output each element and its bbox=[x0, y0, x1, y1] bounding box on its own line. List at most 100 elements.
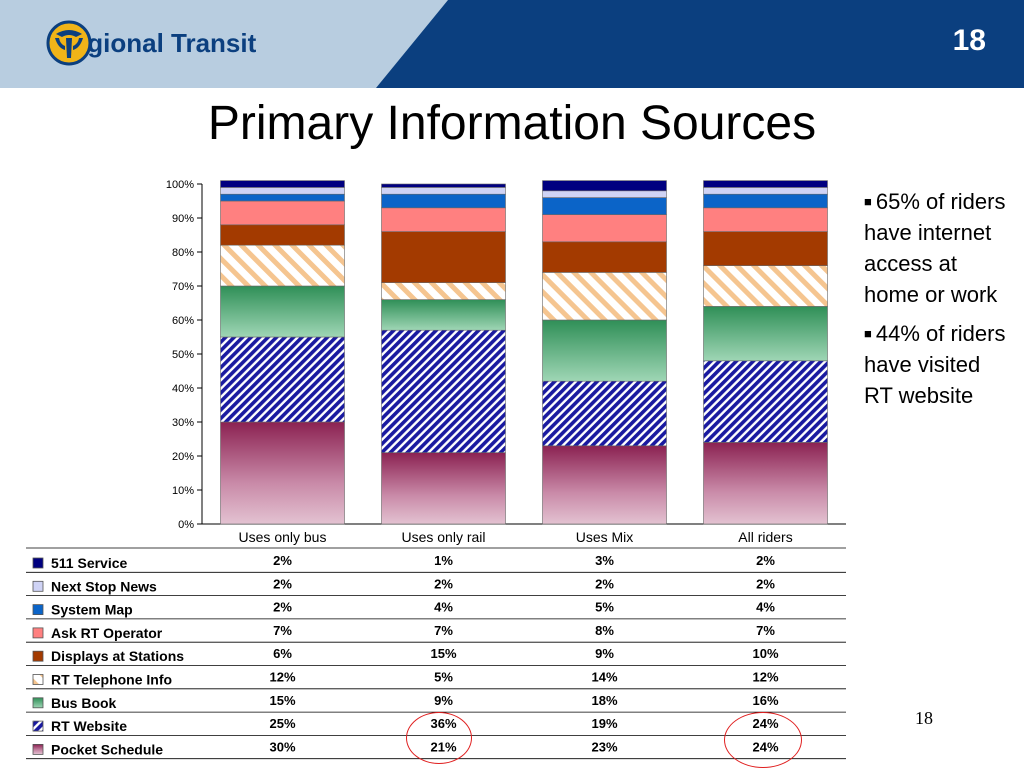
bar-segment-next-stop-news bbox=[542, 190, 667, 198]
page-number: 18 bbox=[915, 708, 933, 728]
bar-segment-system-map bbox=[542, 197, 667, 215]
bar-segment-bus-book bbox=[381, 299, 506, 331]
table-cell-value: 30% bbox=[269, 739, 295, 754]
bullet-item: ■ 44% of riders have visited RT website bbox=[864, 318, 1014, 411]
bar-segment-pocket-schedule bbox=[542, 445, 667, 525]
bar-segment-511-service bbox=[542, 180, 667, 192]
bar-segment-rt-telephone-info bbox=[220, 244, 345, 287]
bar-segment-ask-rt-operator bbox=[542, 214, 667, 243]
bar-segment-pocket-schedule bbox=[703, 442, 828, 525]
bar-segment-pocket-schedule bbox=[220, 421, 345, 525]
bullet-text: 65% of riders have internet access at ho… bbox=[864, 189, 1006, 307]
bar-segment-rt-telephone-info bbox=[703, 265, 828, 307]
table-cell-value: 2% bbox=[595, 576, 614, 591]
y-tick-label: 70% bbox=[172, 281, 194, 293]
y-tick-label: 10% bbox=[172, 485, 194, 497]
legend-label: 511 Service bbox=[51, 555, 128, 571]
category-label: Uses only bus bbox=[239, 529, 327, 545]
table-cell-value: 25% bbox=[269, 716, 295, 731]
table-cell-value: 2% bbox=[756, 576, 775, 591]
table-cell-value: 2% bbox=[273, 576, 292, 591]
bar-segment-displays-at-stations bbox=[542, 241, 667, 273]
transit-logo-icon bbox=[46, 20, 92, 66]
bar-segment-rt-telephone-info bbox=[381, 282, 506, 300]
bar-segment-displays-at-stations bbox=[703, 231, 828, 266]
bar-segment-bus-book bbox=[220, 285, 345, 338]
bar-segment-pocket-schedule bbox=[381, 452, 506, 525]
bullet-list: ■ 65% of riders have internet access at h… bbox=[864, 186, 1014, 419]
category-label: All riders bbox=[738, 529, 792, 545]
table-cell-value: 7% bbox=[756, 623, 775, 638]
table-cell-value: 2% bbox=[756, 553, 775, 568]
y-tick-label: 60% bbox=[172, 315, 194, 327]
bullet-item: ■ 65% of riders have internet access at h… bbox=[864, 186, 1014, 310]
table-cell-value: 7% bbox=[273, 623, 292, 638]
table-cell-value: 2% bbox=[273, 600, 292, 615]
legend-swatch-pocket-schedule bbox=[32, 744, 44, 755]
table-cell-value: 4% bbox=[756, 600, 775, 615]
legend-swatch-bus-book bbox=[32, 697, 44, 709]
table-cell-value: 16% bbox=[752, 693, 778, 708]
bullet-text: 44% of riders have visited RT website bbox=[864, 321, 1006, 408]
bar-segment-next-stop-news bbox=[703, 187, 828, 195]
bar-segment-bus-book bbox=[703, 306, 828, 362]
highlight-circle bbox=[406, 712, 472, 764]
table-cell-value: 15% bbox=[430, 646, 456, 661]
table-cell-value: 12% bbox=[752, 670, 778, 685]
bar-segment-bus-book bbox=[542, 319, 667, 382]
table-cell-value: 2% bbox=[434, 576, 453, 591]
legend-swatch-next-stop-news bbox=[32, 580, 44, 592]
slide-number: 18 bbox=[952, 24, 986, 57]
y-tick-label: 40% bbox=[172, 383, 194, 395]
table-cell-value: 3% bbox=[595, 553, 614, 568]
legend-label: System Map bbox=[51, 602, 133, 618]
slide-title: Primary Information Sources bbox=[207, 97, 817, 150]
header-banner: Regional Transit 18 bbox=[0, 0, 1024, 88]
bar-segment-ask-rt-operator bbox=[381, 207, 506, 232]
legend-swatch-rt-telephone-info bbox=[32, 674, 44, 685]
y-tick-label: 20% bbox=[172, 451, 194, 463]
legend-swatch-rt-website bbox=[32, 720, 44, 732]
bar-segment-displays-at-stations bbox=[220, 224, 345, 246]
y-tick-label: 0% bbox=[178, 519, 194, 531]
table-cell-value: 6% bbox=[273, 646, 292, 661]
legend-swatch-ask-rt-operator bbox=[32, 627, 44, 639]
bar-segment-system-map bbox=[703, 193, 828, 209]
table-cell-value: 23% bbox=[591, 739, 617, 754]
bar-segment-rt-website bbox=[542, 380, 667, 447]
table-cell-value: 12% bbox=[269, 670, 295, 685]
bar-segment-displays-at-stations bbox=[381, 231, 506, 283]
table-cell-value: 1% bbox=[434, 553, 453, 568]
legend-swatch-displays-at-stations bbox=[32, 650, 44, 662]
brand-logo: Regional Transit bbox=[46, 20, 256, 66]
bullet-square-icon: ■ bbox=[864, 326, 872, 341]
category-label: Uses only rail bbox=[401, 529, 485, 545]
table-cell-value: 14% bbox=[591, 670, 617, 685]
table-cell-value: 7% bbox=[434, 623, 453, 638]
table-cell-value: 5% bbox=[434, 670, 453, 685]
bar-segment-rt-telephone-info bbox=[542, 272, 667, 321]
bar-segment-next-stop-news bbox=[220, 187, 345, 195]
header-background bbox=[0, 0, 1024, 88]
legend-label: RT Website bbox=[51, 718, 127, 734]
table-cell-value: 4% bbox=[434, 600, 453, 615]
table-cell-value: 18% bbox=[591, 693, 617, 708]
table-cell-value: 15% bbox=[269, 693, 295, 708]
bar-segment-ask-rt-operator bbox=[703, 207, 828, 232]
legend-swatch-511-service bbox=[32, 557, 44, 569]
table-cell-value: 8% bbox=[595, 623, 614, 638]
legend-label: Ask RT Operator bbox=[51, 625, 163, 641]
legend-label: Next Stop News bbox=[51, 578, 157, 594]
table-cell-value: 5% bbox=[595, 600, 614, 615]
legend-swatch-system-map bbox=[32, 604, 44, 616]
table-cell-value: 9% bbox=[595, 646, 614, 661]
y-tick-label: 30% bbox=[172, 417, 194, 429]
bar-segment-511-service bbox=[220, 180, 345, 188]
legend-label: RT Telephone Info bbox=[51, 672, 172, 688]
y-tick-label: 80% bbox=[172, 247, 194, 259]
y-tick-label: 50% bbox=[172, 349, 194, 361]
bar-segment-511-service bbox=[703, 180, 828, 188]
table-cell-value: 10% bbox=[752, 646, 778, 661]
bar-segment-ask-rt-operator bbox=[220, 200, 345, 226]
bar-segment-511-service bbox=[381, 183, 506, 188]
